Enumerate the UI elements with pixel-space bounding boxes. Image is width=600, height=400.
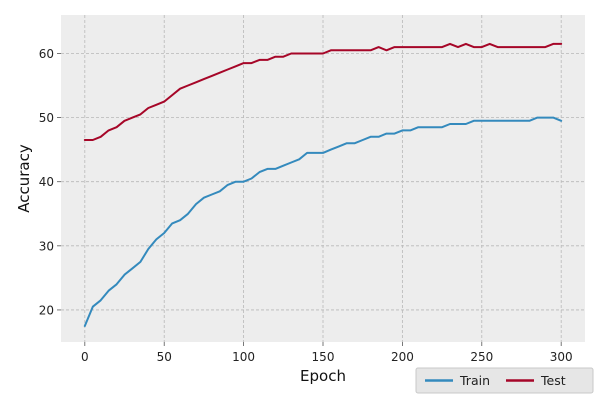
y-tick-label: 50: [39, 111, 54, 125]
legend-label-train: Train: [459, 373, 490, 388]
y-axis-ticks: 20 30 40 50 60: [39, 47, 61, 317]
x-tick-label: 250: [470, 350, 493, 364]
series-line-train: [83, 116, 563, 327]
x-tick-label: 200: [391, 350, 414, 364]
y-axis-label: Accuracy: [15, 144, 33, 213]
series-layer: [83, 42, 563, 327]
y-tick-label: 20: [39, 303, 54, 317]
y-tick-label: 30: [39, 239, 54, 253]
x-tick-label: 100: [232, 350, 255, 364]
x-tick-label: 0: [81, 350, 89, 364]
x-tick-label: 150: [312, 350, 335, 364]
x-axis-ticks: 0 50 100 150 200 250 300: [81, 342, 573, 364]
legend-label-test: Test: [540, 373, 566, 388]
y-tick-label: 40: [39, 175, 54, 189]
series-line-test: [83, 42, 563, 141]
x-tick-label: 50: [157, 350, 172, 364]
y-tick-label: 60: [39, 47, 54, 61]
legend: Train Test: [415, 367, 594, 394]
x-axis-label: Epoch: [300, 367, 346, 385]
legend-box: [415, 367, 594, 394]
x-tick-label: 300: [550, 350, 573, 364]
